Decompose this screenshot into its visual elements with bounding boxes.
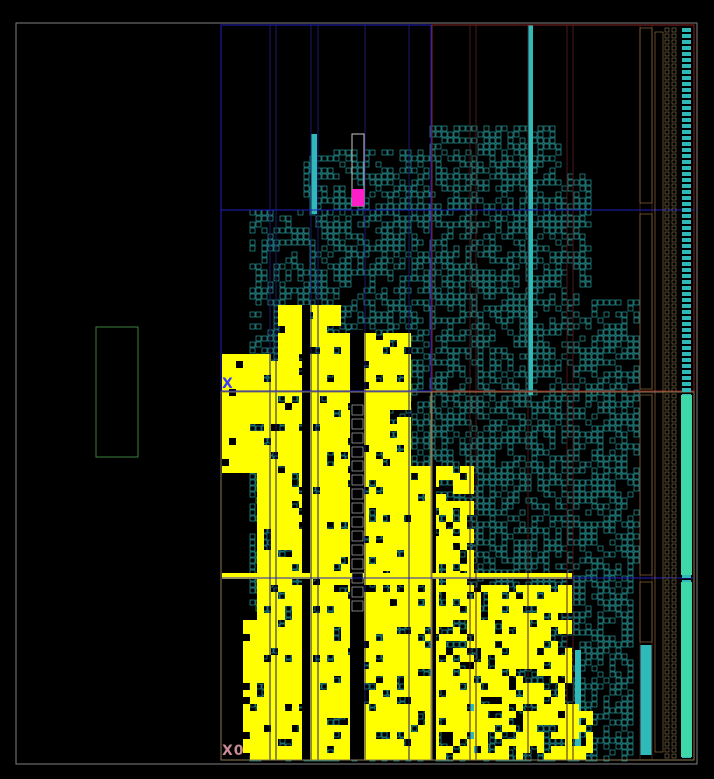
pblock-outline[interactable] [95, 326, 139, 458]
clock-region-label-x0y0: X0 [222, 743, 245, 759]
clock-region-label-x0y1: X [222, 376, 234, 392]
clock-region-x1y1[interactable] [431, 24, 695, 392]
clock-region-x1y0[interactable] [431, 391, 695, 761]
io-bank-column [639, 27, 692, 759]
placed-logic-layer [222, 305, 593, 760]
clock-region-x0y0[interactable] [220, 391, 432, 761]
highlighted-cell[interactable] [352, 189, 364, 206]
clock-region-x0y1[interactable] [220, 24, 432, 392]
device-outline [15, 22, 698, 765]
